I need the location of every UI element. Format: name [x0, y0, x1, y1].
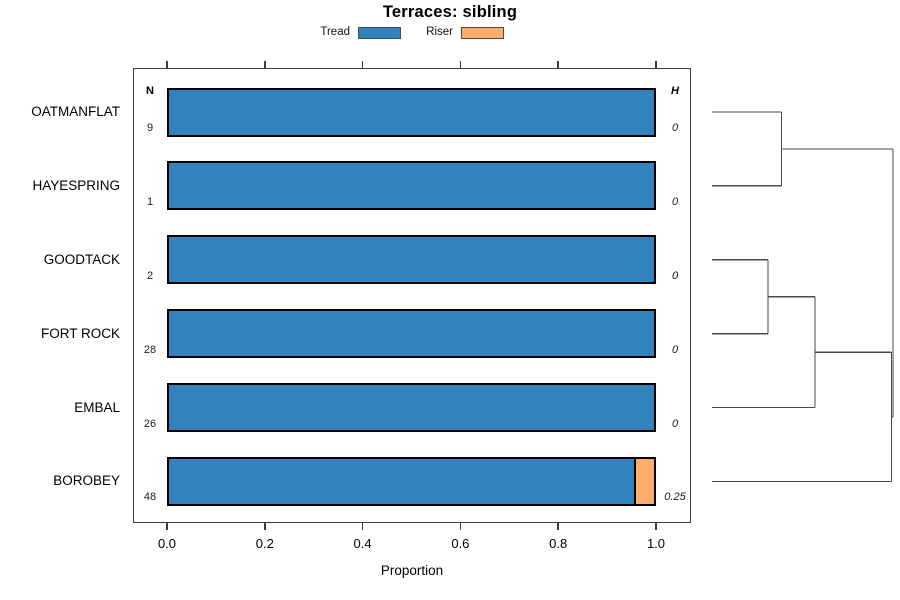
category-label: BOROBEY — [53, 473, 120, 489]
bar-row — [167, 383, 656, 433]
legend-swatch-riser — [461, 27, 504, 39]
n-value: 9 — [146, 122, 154, 134]
bar-segment-tread — [169, 163, 654, 209]
bar-segment-tread — [169, 385, 654, 431]
bar-row — [167, 309, 656, 359]
n-column-header: N — [146, 85, 154, 97]
bar-segment-tread — [169, 311, 654, 357]
x-tick-top — [166, 61, 168, 68]
h-column-header: H — [671, 85, 679, 97]
x-tick-label: 0.4 — [353, 536, 372, 551]
x-tick-top — [361, 61, 364, 68]
x-tick-bottom — [264, 523, 266, 530]
h-value: 0 — [671, 195, 679, 208]
n-value: 1 — [146, 195, 154, 208]
bar-row — [167, 87, 656, 137]
x-tick-top — [264, 61, 266, 68]
x-tick-bottom — [361, 523, 364, 530]
h-value: 0 — [671, 269, 679, 282]
h-value: 0 — [671, 417, 679, 430]
plot-area — [133, 68, 691, 523]
category-label: OATMANFLAT — [31, 104, 120, 119]
x-tick-bottom — [166, 523, 168, 530]
n-value: 28 — [143, 343, 157, 356]
bar-segment-tread — [169, 237, 654, 283]
x-tick-label: 0.2 — [255, 536, 274, 551]
chart-title: Terraces: sibling — [382, 3, 518, 21]
category-label: EMBAL — [74, 399, 120, 415]
n-value: 2 — [146, 269, 154, 282]
x-tick-label: 0.6 — [451, 536, 470, 551]
n-value: 26 — [143, 417, 157, 430]
x-tick-label: 1.0 — [646, 536, 666, 551]
h-value: 0 — [671, 343, 679, 356]
h-value: 0.25 — [664, 491, 686, 504]
bar-row — [167, 161, 656, 211]
x-tick-top — [459, 61, 462, 68]
x-axis-title: Proportion — [380, 563, 444, 578]
x-tick-top — [557, 61, 559, 68]
legend-label-tread: Tread — [320, 26, 350, 38]
x-tick-label: 0.0 — [157, 536, 177, 551]
x-tick-top — [655, 61, 657, 68]
category-label: FORT ROCK — [40, 325, 120, 341]
bar-row — [167, 456, 656, 506]
bar-row — [167, 235, 656, 285]
category-label: HAYESPRING — [32, 177, 120, 193]
x-tick-bottom — [557, 523, 559, 530]
bar-segment-riser — [633, 458, 654, 504]
category-label: GOODTACK — [43, 251, 120, 267]
legend-label-riser: Riser — [426, 26, 453, 38]
h-value: 0 — [671, 122, 679, 134]
bar-segment-tread — [169, 458, 634, 504]
bar-segment-tread — [169, 89, 654, 135]
legend-swatch-tread — [358, 27, 401, 39]
x-tick-label: 0.8 — [549, 536, 568, 551]
x-tick-bottom — [655, 523, 657, 530]
n-value: 48 — [143, 491, 157, 504]
x-tick-bottom — [459, 523, 462, 530]
